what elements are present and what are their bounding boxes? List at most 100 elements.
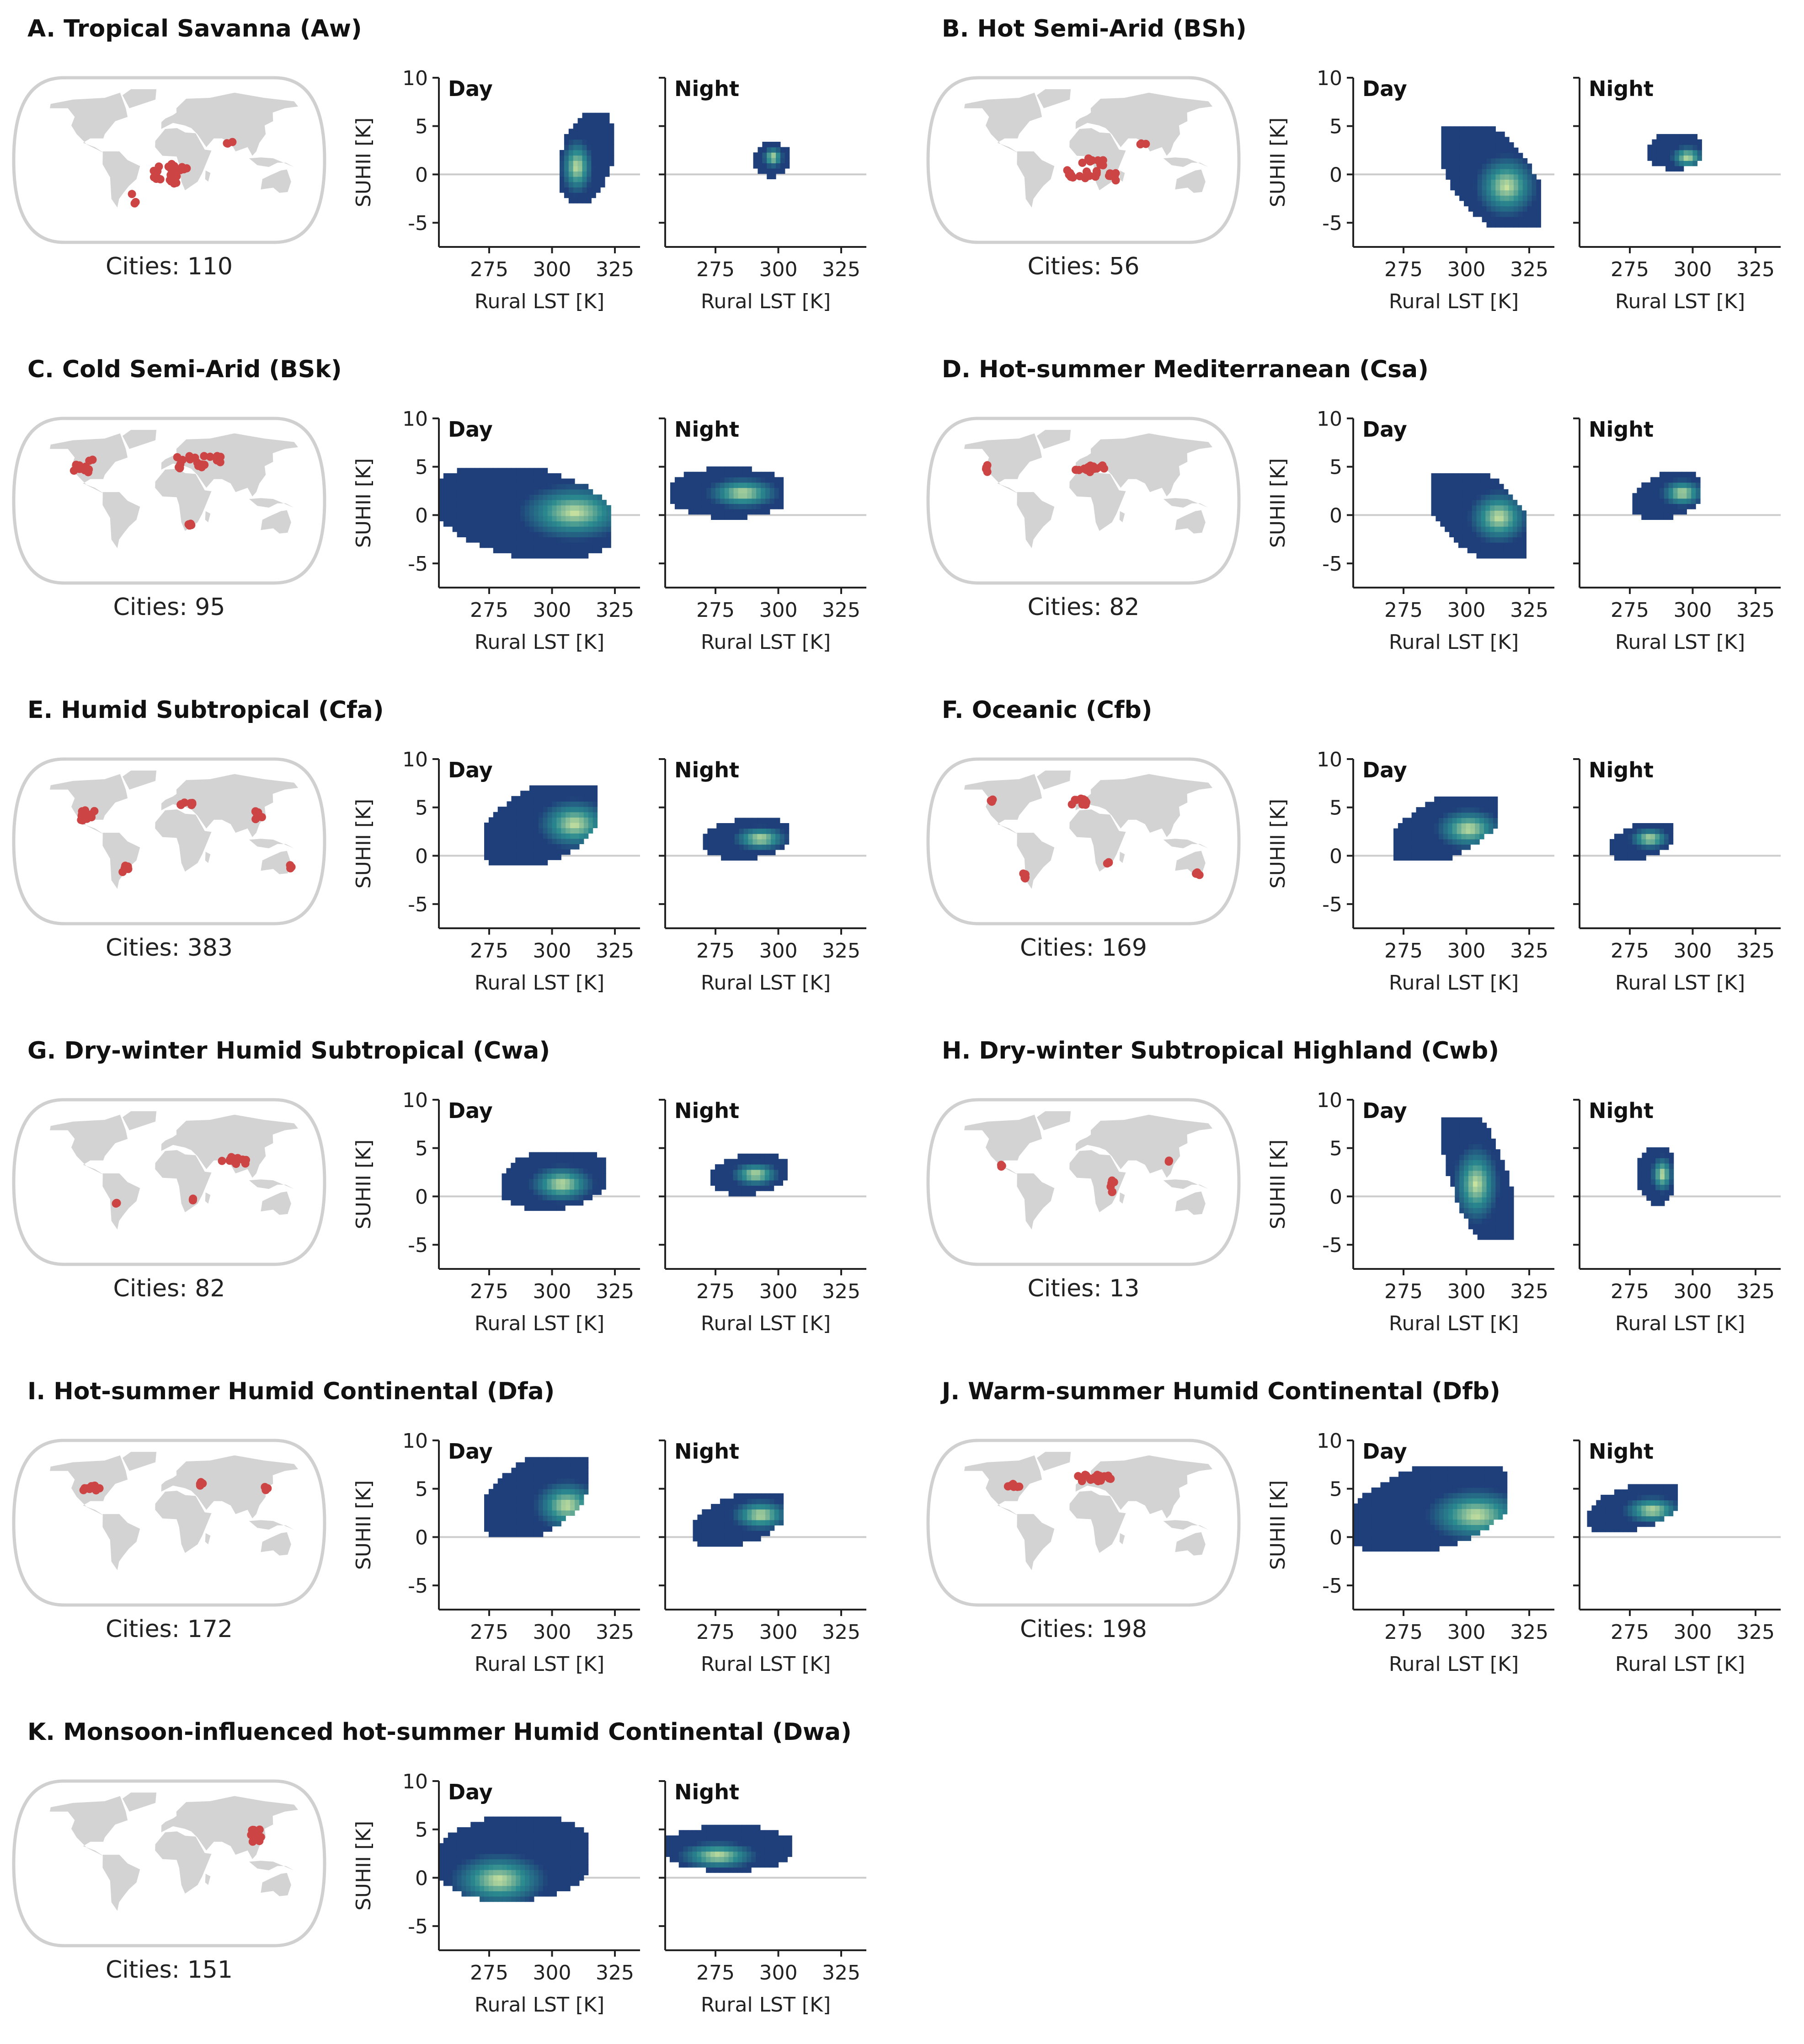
heatmap-cell (742, 1520, 747, 1525)
heatmap-cell (1353, 1530, 1358, 1536)
heatmap-cell (1402, 834, 1408, 840)
heatmap-cell (538, 547, 544, 553)
heatmap-cell (1623, 1510, 1628, 1516)
heatmap-cell (466, 473, 471, 479)
heatmap-cell (1683, 139, 1689, 145)
heatmap-cell (1452, 1488, 1458, 1493)
heatmap-cell (1527, 201, 1532, 207)
heatmap-cell (1610, 1510, 1615, 1516)
heatmap-cell (583, 515, 589, 522)
heatmap-cell (1491, 1139, 1496, 1145)
heatmap-cell (1398, 1509, 1404, 1514)
continent-shape (205, 851, 211, 863)
heatmap-cell (1412, 1503, 1417, 1509)
heatmap-cell (542, 1162, 548, 1169)
heatmap-cell (566, 1483, 571, 1489)
heatmap-cell (561, 484, 566, 490)
heatmap-cell (1431, 484, 1436, 490)
heatmap-cell (1646, 1179, 1651, 1185)
heatmap-cell (756, 493, 761, 499)
heatmap-cell (547, 854, 553, 860)
heatmap-cell (780, 168, 785, 174)
heatmap-cell (733, 1498, 739, 1504)
heatmap-cell (1505, 206, 1510, 212)
heatmap-cell (1446, 153, 1451, 159)
heatmap-cell (1500, 222, 1505, 228)
heatmap-cell (470, 1832, 475, 1838)
heatmap-cell (1472, 515, 1477, 522)
heatmap-cell (1455, 1197, 1460, 1203)
heatmap-cell (728, 1185, 734, 1191)
heatmap-cell (1500, 179, 1505, 185)
heatmap-cell (715, 1164, 720, 1170)
heatmap-cell (480, 478, 485, 484)
heatmap-cell (1443, 844, 1448, 850)
heatmap-cell (568, 166, 574, 172)
heatmap-cell (1402, 823, 1408, 829)
heatmap-cell (466, 500, 471, 506)
heatmap-cell (737, 1169, 742, 1175)
heatmap-cell (592, 494, 598, 500)
x-tick-label: 300 (1447, 939, 1486, 963)
continent-shape (261, 1191, 291, 1215)
heatmap-cell (1458, 500, 1463, 506)
heatmap-cell (1403, 1471, 1408, 1477)
heatmap-cell (1389, 1509, 1394, 1514)
heatmap-cell (1646, 1158, 1651, 1164)
heatmap-cell (1446, 126, 1451, 132)
heatmap-cell (1505, 1176, 1510, 1182)
heatmap-cell (497, 817, 503, 823)
heatmap-cell (497, 478, 503, 484)
heatmap-cell (1412, 1514, 1417, 1520)
heatmap-cell (1669, 1179, 1674, 1185)
heatmap-cell (1484, 796, 1489, 803)
heatmap-cell (502, 1473, 507, 1479)
heatmap-cell (1486, 131, 1491, 137)
heatmap-cell (1490, 553, 1495, 559)
heatmap-cell (511, 1489, 516, 1495)
heatmap-cell (1650, 844, 1655, 850)
heatmap-cell (1466, 1488, 1471, 1493)
heatmap-cell (1477, 131, 1483, 137)
heatmap-cell (733, 482, 739, 488)
heatmap-cell (561, 494, 566, 500)
heatmap-cell (1444, 1525, 1449, 1530)
heatmap-cell (1449, 531, 1454, 537)
heatmap-cell (738, 1525, 743, 1531)
heatmap-cell (1472, 473, 1477, 479)
heatmap-cell (547, 515, 553, 522)
heatmap-cell (1505, 222, 1510, 228)
heatmap-cell (724, 503, 730, 509)
heatmap-cell (1691, 487, 1696, 493)
heatmap-cell (547, 822, 553, 829)
heatmap-cell (556, 1173, 561, 1179)
heatmap-cell (511, 521, 516, 527)
heatmap-cell (1481, 526, 1486, 532)
x-axis-label: Rural LST [K] (475, 971, 604, 995)
heatmap-cell (439, 500, 444, 506)
heatmap-cell (1436, 473, 1441, 479)
heatmap-cell (533, 1168, 539, 1174)
heatmap-cell (1472, 531, 1477, 537)
heatmap-cell (488, 1510, 494, 1516)
heatmap-cell (1679, 150, 1684, 156)
heatmap-cell (761, 1514, 766, 1520)
heatmap-cell (556, 542, 561, 548)
heatmap-cell (534, 542, 539, 548)
heatmap-cell (1536, 206, 1541, 212)
heatmap-cell (570, 531, 575, 537)
heatmap-cell (493, 531, 498, 537)
heatmap-cell (609, 123, 614, 129)
heatmap-cell (1455, 185, 1460, 191)
heatmap-cell (1471, 1503, 1476, 1509)
heatmap-cell (525, 515, 530, 522)
heatmap-cell (1489, 1466, 1494, 1472)
heatmap-cell (1491, 1144, 1496, 1150)
heatmap-cell (577, 123, 583, 129)
x-tick-label: 300 (1674, 258, 1712, 281)
heatmap-cell (1659, 1484, 1665, 1490)
heatmap-cell (1480, 1488, 1485, 1493)
heatmap-cell (1677, 477, 1682, 483)
heatmap-cell (1601, 1521, 1606, 1527)
heatmap-cell (1473, 1202, 1478, 1208)
